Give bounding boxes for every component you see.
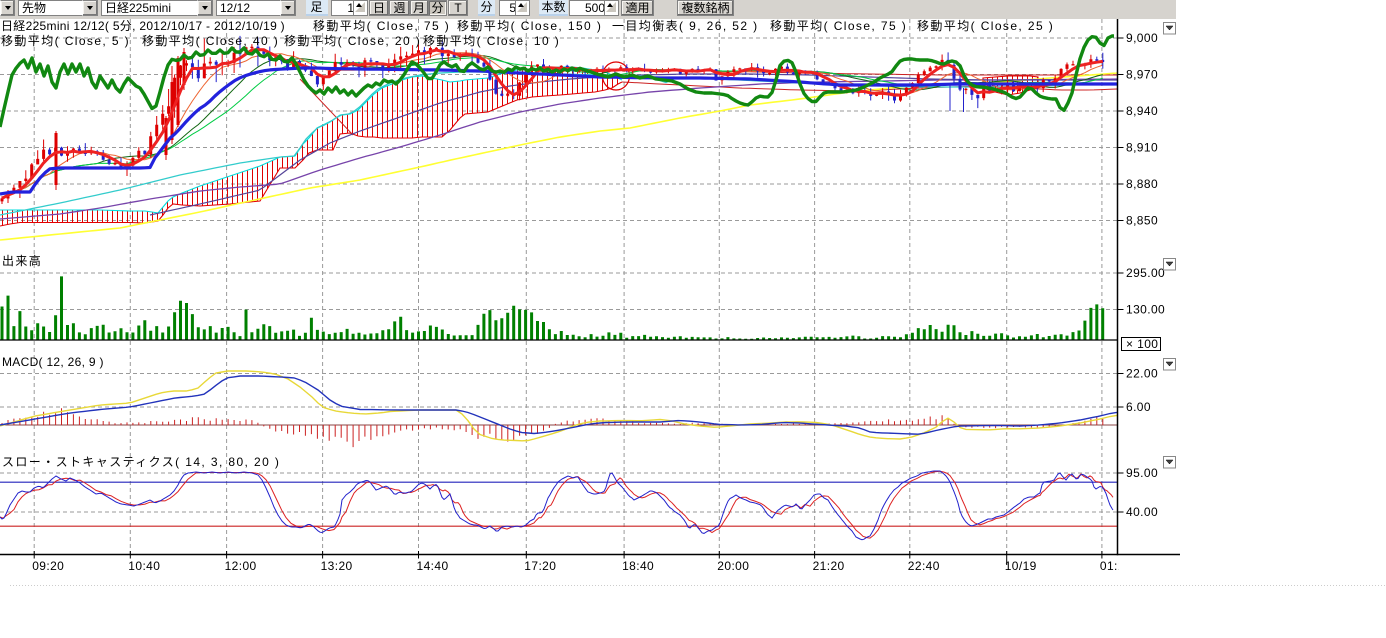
- svg-text:13:20: 13:20: [321, 559, 353, 573]
- svg-text:12:00: 12:00: [225, 559, 257, 573]
- svg-text:295.00: 295.00: [1126, 266, 1165, 280]
- svg-text:出来高: 出来高: [2, 253, 42, 268]
- svg-text:× 100: × 100: [1126, 337, 1158, 351]
- svg-text:09:20: 09:20: [32, 559, 64, 573]
- svg-text:一目均衡表( 9, 26, 52 ): 一目均衡表( 9, 26, 52 ): [612, 19, 759, 33]
- svg-text:01:2: 01:2: [1100, 559, 1125, 573]
- svg-text:移動平均( Close, 5 ): 移動平均( Close, 5 ): [1, 34, 130, 48]
- svg-text:40.00: 40.00: [1126, 505, 1158, 519]
- svg-text:移動平均( Close, 75 ): 移動平均( Close, 75 ): [770, 19, 907, 33]
- svg-text:95.00: 95.00: [1126, 466, 1158, 480]
- svg-text:10:40: 10:40: [128, 559, 160, 573]
- svg-text:8,880: 8,880: [1126, 177, 1158, 191]
- svg-text:MACD( 12, 26, 9 ): MACD( 12, 26, 9 ): [2, 355, 104, 369]
- svg-text:スロー・ストキャスティクス( 14, 3, 80, 20 ): スロー・ストキャスティクス( 14, 3, 80, 20 ): [2, 455, 280, 469]
- svg-text:21:20: 21:20: [813, 559, 845, 573]
- svg-text:17:20: 17:20: [524, 559, 556, 573]
- svg-text:9,000: 9,000: [1126, 31, 1158, 45]
- svg-text:22.00: 22.00: [1126, 367, 1158, 381]
- svg-text:22:40: 22:40: [908, 559, 940, 573]
- svg-text:20:00: 20:00: [717, 559, 749, 573]
- svg-text:18:40: 18:40: [622, 559, 654, 573]
- svg-text:8,970: 8,970: [1126, 68, 1158, 82]
- svg-text:10/19: 10/19: [1005, 559, 1037, 573]
- svg-text:移動平均( Close, 20 ): 移動平均( Close, 20 ): [284, 34, 421, 48]
- svg-text:移動平均( Close, 40 ): 移動平均( Close, 40 ): [142, 34, 279, 48]
- svg-text:移動平均( Close, 10 ): 移動平均( Close, 10 ): [423, 34, 560, 48]
- svg-text:8,910: 8,910: [1126, 141, 1158, 155]
- svg-text:8,850: 8,850: [1126, 214, 1158, 228]
- svg-text:移動平均( Close, 150 ): 移動平均( Close, 150 ): [457, 19, 602, 33]
- svg-text:日経225mini 12/12( 5分, 2012/10/1: 日経225mini 12/12( 5分, 2012/10/17 - 2012/1…: [1, 19, 285, 33]
- svg-text:移動平均( Close, 25 ): 移動平均( Close, 25 ): [917, 19, 1054, 33]
- svg-text:130.00: 130.00: [1126, 303, 1165, 317]
- svg-text:8,940: 8,940: [1126, 104, 1158, 118]
- svg-text:14:40: 14:40: [417, 559, 449, 573]
- svg-text:6.00: 6.00: [1126, 400, 1151, 414]
- svg-text:移動平均( Close, 75 ): 移動平均( Close, 75 ): [313, 19, 450, 33]
